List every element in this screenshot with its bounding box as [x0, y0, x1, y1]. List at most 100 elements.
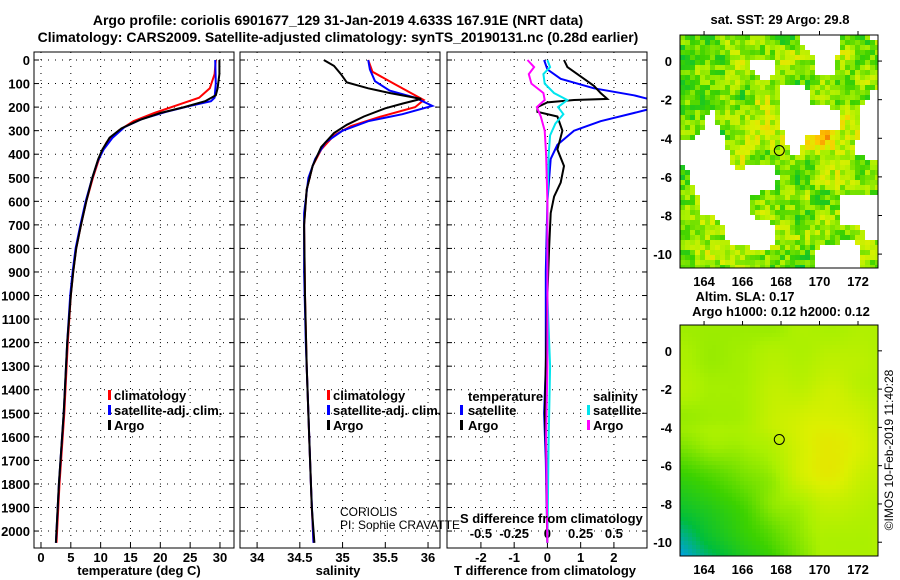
legend-s-argo: Argo	[593, 418, 623, 433]
series-line-climatology	[55, 59, 217, 543]
lon-tick-label: 166	[732, 562, 754, 577]
depth-tick-label: 1300	[1, 359, 30, 374]
depth-tick-label: 1100	[2, 312, 30, 327]
salinity-panel: 34 34.5 35 35.5 36	[239, 51, 441, 565]
plot-frame	[33, 51, 235, 549]
x-tick-label: 30	[213, 550, 227, 565]
x-tick-label: 34	[250, 550, 265, 565]
lat-tick-label: -2	[660, 382, 672, 397]
legend-satellite: satellite-adj. clim.	[333, 403, 441, 418]
legend-climatology: climatology	[114, 388, 187, 403]
depth-tick-label: 200	[8, 100, 30, 115]
depth-tick-label: 400	[8, 147, 30, 162]
series-line-salinity-satellite	[542, 59, 570, 543]
lon-tick-label: 168	[770, 274, 792, 289]
legend-argo: Argo	[333, 418, 363, 433]
pi-label: PI: Sophie CRAVATTE	[340, 518, 460, 532]
argo-position-marker	[773, 144, 785, 156]
salinity-legend: climatology satellite-adj. clim. Argo	[327, 388, 441, 433]
lat-tick-label: -6	[660, 459, 672, 474]
lat-tick-label: -10	[653, 535, 672, 550]
legend-swatch-climatology	[108, 390, 111, 400]
sla-map-subtitle: Argo h1000: 0.12 h2000: 0.12	[692, 304, 870, 319]
lat-tick-label: -10	[653, 247, 672, 262]
x2-tick-label: 0.25	[568, 526, 593, 541]
depth-tick-label: 1200	[1, 336, 30, 351]
sla-map-axes: 164 166 168 170 172 0 -2 -4 -6 -8 -10	[653, 321, 882, 577]
lon-tick-label: 164	[693, 562, 715, 577]
depth-tick-label: 1500	[1, 406, 30, 421]
x-tick-label: 34.5	[287, 550, 312, 565]
depth-tick-label: 1400	[1, 383, 30, 398]
salinity-xlabel: salinity	[316, 563, 362, 578]
legend-swatch-s-satellite	[587, 405, 590, 415]
lon-tick-label: 172	[847, 562, 869, 577]
legend-swatch-climatology	[327, 390, 330, 400]
legend-swatch-s-argo	[587, 420, 590, 430]
map-frame	[679, 324, 879, 557]
legend-temperature-title: temperature	[468, 389, 543, 404]
depth-tick-label: 500	[8, 171, 30, 186]
depth-tick-label: 2000	[1, 524, 30, 539]
series-line-satellite-adj-clim-	[54, 59, 217, 543]
x2-tick-label: -0.25	[499, 526, 529, 541]
x-tick-label: -1	[508, 550, 520, 565]
copyright-label: ©IMOS 10-Feb-2019 11:40:28	[882, 369, 896, 530]
lon-tick-label: 172	[847, 274, 869, 289]
x-tick-label: 35	[335, 550, 349, 565]
x-tick-label: 35.5	[373, 550, 398, 565]
legend-salinity-title: salinity	[593, 389, 639, 404]
legend-swatch-satellite	[327, 405, 330, 415]
legend-swatch-t-argo	[460, 420, 463, 430]
x-tick-label: 0	[544, 550, 551, 565]
sst-map-axes: 164 166 168 170 172 0 -2 -4 -6 -8 -10	[653, 31, 882, 289]
lat-tick-label: 0	[665, 54, 672, 69]
x-tick-label: 36	[421, 550, 435, 565]
institution-label: CORIOLIS	[340, 505, 397, 519]
lon-tick-label: 168	[770, 562, 792, 577]
depth-tick-label: 600	[8, 194, 30, 209]
series-line-climatology	[303, 59, 426, 543]
series-line-argo	[303, 59, 422, 543]
lat-tick-label: 0	[665, 344, 672, 359]
lat-tick-label: -4	[660, 420, 672, 435]
map-frame	[679, 34, 879, 269]
depth-tick-label: 700	[8, 218, 30, 233]
legend-t-argo: Argo	[468, 418, 498, 433]
title-line1: Argo profile: coriolis 6901677_129 31-Ja…	[93, 12, 583, 28]
depth-tick-label: 0	[23, 53, 30, 68]
plot-frame	[446, 51, 648, 549]
x-tick-label: 15	[123, 550, 137, 565]
legend-s-satellite: satellite	[593, 403, 641, 418]
x-tick-label: 0	[37, 550, 44, 565]
depth-tick-label: 800	[8, 241, 30, 256]
legend-swatch-argo	[327, 420, 330, 430]
s-diff-label: S difference from climatology	[460, 511, 644, 526]
legend-swatch-satellite	[108, 405, 111, 415]
lat-tick-label: -4	[660, 131, 672, 146]
legend-argo: Argo	[114, 418, 144, 433]
title-line2: Climatology: CARS2009. Satellite-adjuste…	[38, 29, 639, 45]
depth-tick-label: 1000	[1, 289, 30, 304]
legend-swatch-t-satellite	[460, 405, 463, 415]
difference-panel: -2 -1 0 1 2-0.5 -0.25 0 0.25 0.5	[446, 51, 648, 565]
lon-tick-label: 164	[693, 274, 715, 289]
t-diff-xlabel: T difference from climatology	[454, 563, 637, 578]
legend-swatch-argo	[108, 420, 111, 430]
sla-map-title: Altim. SLA: 0.17	[696, 289, 795, 304]
lon-tick-label: 170	[809, 274, 831, 289]
x-tick-label: 20	[153, 550, 167, 565]
x-tick-label: 10	[93, 550, 107, 565]
depth-tick-label: 1900	[1, 500, 30, 515]
depth-tick-label: 1800	[1, 477, 30, 492]
depth-axis: 0 100 200 300 400 500 600 700 800 900 1000 1100 1200…	[1, 53, 30, 539]
plot-frame	[239, 51, 441, 549]
lat-tick-label: -8	[660, 497, 672, 512]
legend-t-satellite: satellite	[468, 403, 516, 418]
temperature-panel: 0 5 10 15 20 25 30	[33, 51, 235, 565]
difference-legend: temperature satellite Argo salinity sate…	[460, 389, 641, 433]
argo-position-marker	[773, 434, 785, 446]
lat-tick-label: -8	[660, 208, 672, 223]
lon-tick-label: 166	[732, 274, 754, 289]
